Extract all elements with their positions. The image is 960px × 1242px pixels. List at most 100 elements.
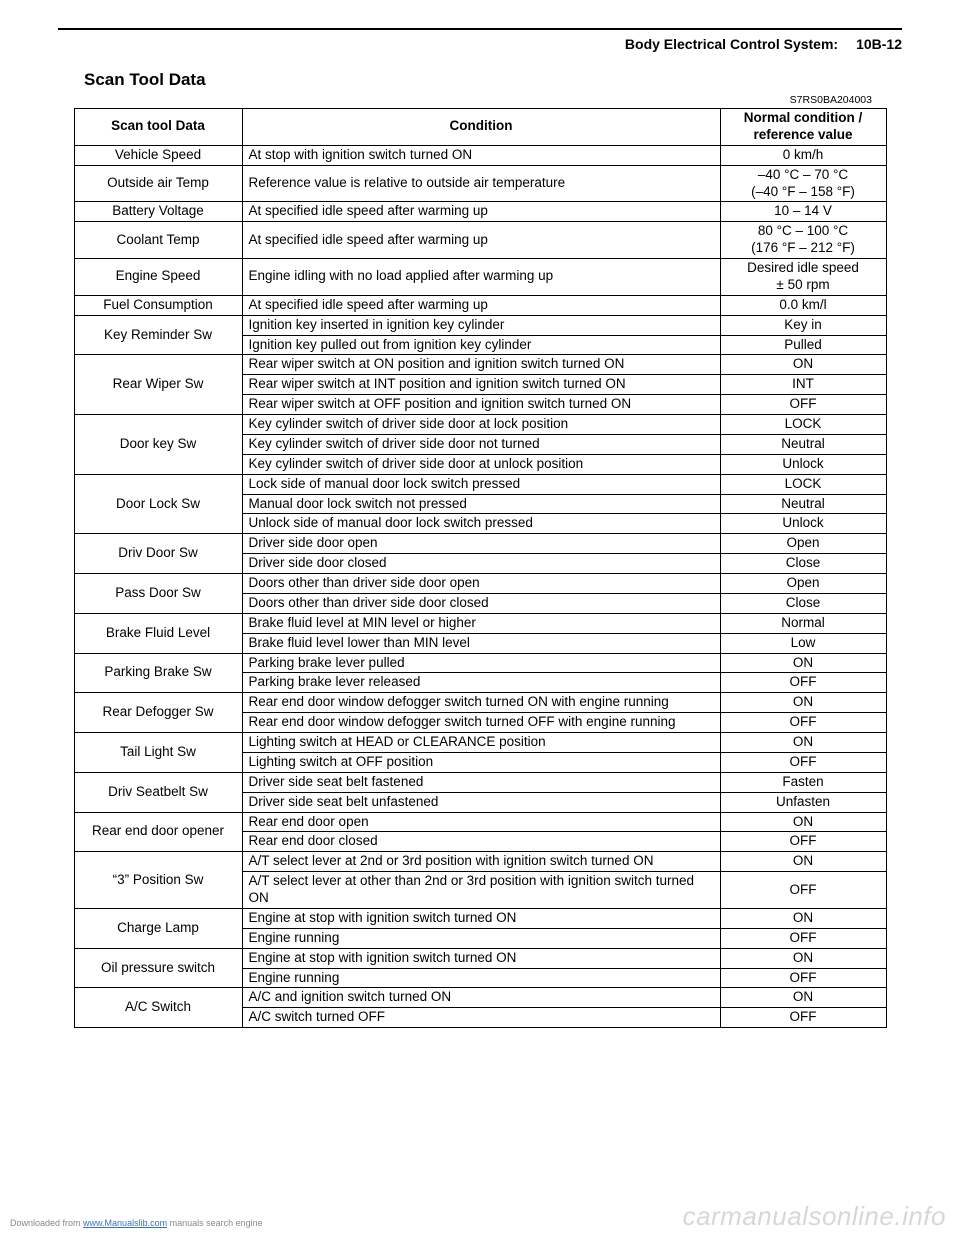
cell-condition: Unlock side of manual door lock switch p… <box>242 514 720 534</box>
cell-value: Pulled <box>720 335 886 355</box>
table-row: Key Reminder SwIgnition key inserted in … <box>74 315 886 335</box>
cell-condition: Doors other than driver side door open <box>242 574 720 594</box>
cell-condition: Rear end door window defogger switch tur… <box>242 713 720 733</box>
cell-condition: A/C and ignition switch turned ON <box>242 988 720 1008</box>
cell-condition: Engine running <box>242 928 720 948</box>
table-header-row: Scan tool Data Condition Normal conditio… <box>74 109 886 146</box>
cell-param: Oil pressure switch <box>74 948 242 988</box>
cell-condition: Lock side of manual door lock switch pre… <box>242 474 720 494</box>
section-title: Body Electrical Control System: <box>625 36 838 52</box>
cell-condition: Rear end door closed <box>242 832 720 852</box>
cell-param: A/C Switch <box>74 988 242 1028</box>
cell-value: LOCK <box>720 474 886 494</box>
cell-value: –40 °C – 70 °C(–40 °F – 158 °F) <box>720 165 886 202</box>
cell-condition: At specified idle speed after warming up <box>242 222 720 259</box>
table-row: Door Lock SwLock side of manual door loc… <box>74 474 886 494</box>
cell-value: OFF <box>720 752 886 772</box>
cell-value: ON <box>720 988 886 1008</box>
table-row: Oil pressure switchEngine at stop with i… <box>74 948 886 968</box>
cell-condition: Parking brake lever pulled <box>242 653 720 673</box>
footer-prefix: Downloaded from <box>10 1218 83 1228</box>
cell-value: Close <box>720 554 886 574</box>
cell-param: Engine Speed <box>74 259 242 296</box>
cell-param: Tail Light Sw <box>74 733 242 773</box>
table-row: Rear end door openerRear end door openON <box>74 812 886 832</box>
cell-value: 10 – 14 V <box>720 202 886 222</box>
cell-condition: Rear wiper switch at OFF position and ig… <box>242 395 720 415</box>
cell-param: Brake Fluid Level <box>74 613 242 653</box>
cell-condition: Rear wiper switch at ON position and ign… <box>242 355 720 375</box>
cell-value: Close <box>720 593 886 613</box>
cell-value: 0.0 km/l <box>720 295 886 315</box>
cell-value: Neutral <box>720 494 886 514</box>
cell-value: ON <box>720 948 886 968</box>
table-row: Engine SpeedEngine idling with no load a… <box>74 259 886 296</box>
cell-param: Rear Wiper Sw <box>74 355 242 415</box>
cell-value: Open <box>720 534 886 554</box>
cell-condition: Manual door lock switch not pressed <box>242 494 720 514</box>
cell-condition: Engine running <box>242 968 720 988</box>
cell-condition: A/T select lever at other than 2nd or 3r… <box>242 872 720 909</box>
cell-param: Battery Voltage <box>74 202 242 222</box>
cell-condition: Driver side door open <box>242 534 720 554</box>
cell-value: ON <box>720 733 886 753</box>
cell-value: ON <box>720 693 886 713</box>
cell-value: OFF <box>720 928 886 948</box>
cell-value: 80 °C – 100 °C(176 °F – 212 °F) <box>720 222 886 259</box>
cell-condition: Reference value is relative to outside a… <box>242 165 720 202</box>
cell-param: Key Reminder Sw <box>74 315 242 355</box>
cell-value: OFF <box>720 713 886 733</box>
cell-condition: At stop with ignition switch turned ON <box>242 145 720 165</box>
cell-value: Unlock <box>720 454 886 474</box>
cell-condition: Rear end door open <box>242 812 720 832</box>
table-row: Outside air TempReference value is relat… <box>74 165 886 202</box>
cell-condition: Parking brake lever released <box>242 673 720 693</box>
watermark: carmanualsonline.info <box>683 1201 946 1232</box>
table-row: Rear Wiper SwRear wiper switch at ON pos… <box>74 355 886 375</box>
footer-link[interactable]: www.Manualslib.com <box>83 1218 167 1228</box>
table-row: Fuel ConsumptionAt specified idle speed … <box>74 295 886 315</box>
page-number: 10B-12 <box>856 36 902 52</box>
cell-condition: Key cylinder switch of driver side door … <box>242 415 720 435</box>
table-row: Tail Light SwLighting switch at HEAD or … <box>74 733 886 753</box>
cell-value: ON <box>720 812 886 832</box>
table-row: Driv Door SwDriver side door openOpen <box>74 534 886 554</box>
cell-value: 0 km/h <box>720 145 886 165</box>
table-row: Rear Defogger SwRear end door window def… <box>74 693 886 713</box>
scan-tool-data-table: Scan tool Data Condition Normal conditio… <box>74 108 887 1028</box>
cell-value: OFF <box>720 872 886 909</box>
table-row: Driv Seatbelt SwDriver side seat belt fa… <box>74 772 886 792</box>
cell-param: Rear end door opener <box>74 812 242 852</box>
cell-value: OFF <box>720 832 886 852</box>
cell-condition: Ignition key pulled out from ignition ke… <box>242 335 720 355</box>
cell-condition: Doors other than driver side door closed <box>242 593 720 613</box>
cell-param: Door key Sw <box>74 415 242 475</box>
cell-value: OFF <box>720 395 886 415</box>
cell-value: ON <box>720 852 886 872</box>
download-footer: Downloaded from www.Manualslib.com manua… <box>10 1218 263 1228</box>
cell-param: Rear Defogger Sw <box>74 693 242 733</box>
cell-param: Coolant Temp <box>74 222 242 259</box>
cell-param: Pass Door Sw <box>74 574 242 614</box>
cell-value: Neutral <box>720 434 886 454</box>
cell-condition: Lighting switch at OFF position <box>242 752 720 772</box>
cell-value: Fasten <box>720 772 886 792</box>
cell-param: Driv Seatbelt Sw <box>74 772 242 812</box>
table-row: Vehicle SpeedAt stop with ignition switc… <box>74 145 886 165</box>
cell-condition: Engine at stop with ignition switch turn… <box>242 948 720 968</box>
cell-condition: Driver side seat belt unfastened <box>242 792 720 812</box>
cell-condition: At specified idle speed after warming up <box>242 202 720 222</box>
table-row: “3” Position SwA/T select lever at 2nd o… <box>74 852 886 872</box>
table-row: Battery VoltageAt specified idle speed a… <box>74 202 886 222</box>
cell-value: Open <box>720 574 886 594</box>
document-id: S7RS0BA204003 <box>58 94 902 106</box>
cell-param: Parking Brake Sw <box>74 653 242 693</box>
cell-param: Vehicle Speed <box>74 145 242 165</box>
cell-param: Fuel Consumption <box>74 295 242 315</box>
table-row: Parking Brake SwParking brake lever pull… <box>74 653 886 673</box>
table-row: Door key SwKey cylinder switch of driver… <box>74 415 886 435</box>
table-row: Coolant TempAt specified idle speed afte… <box>74 222 886 259</box>
cell-condition: Rear end door window defogger switch tur… <box>242 693 720 713</box>
cell-condition: A/T select lever at 2nd or 3rd position … <box>242 852 720 872</box>
cell-condition: Brake fluid level lower than MIN level <box>242 633 720 653</box>
